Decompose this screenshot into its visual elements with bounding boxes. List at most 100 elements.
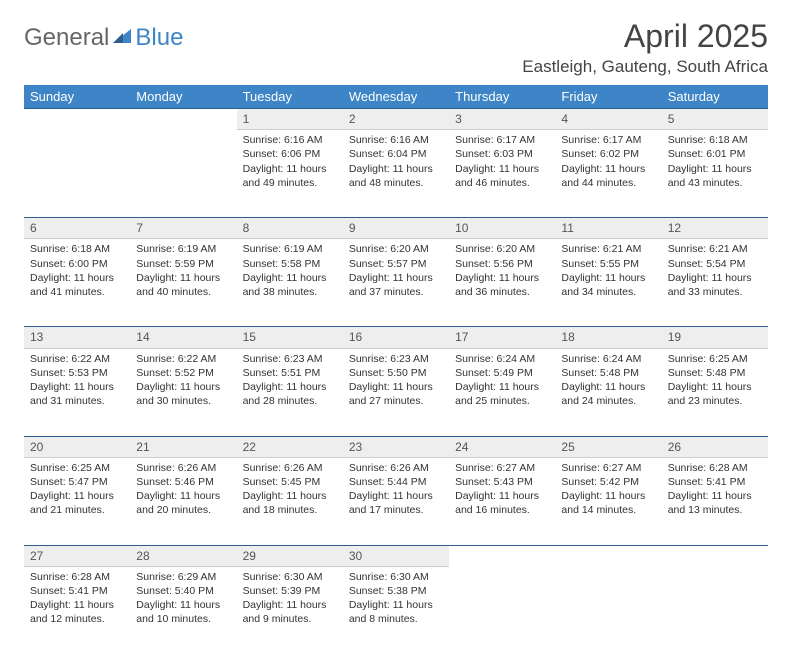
day-cell bbox=[130, 130, 236, 218]
day2-line: and 21 minutes. bbox=[30, 503, 124, 517]
sunrise-line: Sunrise: 6:29 AM bbox=[136, 570, 230, 584]
day-number: 26 bbox=[662, 436, 768, 457]
day2-line: and 17 minutes. bbox=[349, 503, 443, 517]
day-number: 11 bbox=[555, 218, 661, 239]
day2-line: and 10 minutes. bbox=[136, 612, 230, 626]
day2-line: and 49 minutes. bbox=[243, 176, 337, 190]
col-friday: Friday bbox=[555, 85, 661, 109]
day2-line: and 44 minutes. bbox=[561, 176, 655, 190]
sunset-line: Sunset: 5:56 PM bbox=[455, 257, 549, 271]
day-number bbox=[449, 545, 555, 566]
day1-line: Daylight: 11 hours bbox=[243, 271, 337, 285]
day1-line: Daylight: 11 hours bbox=[561, 162, 655, 176]
sunset-line: Sunset: 5:41 PM bbox=[30, 584, 124, 598]
day-number: 2 bbox=[343, 109, 449, 130]
day2-line: and 28 minutes. bbox=[243, 394, 337, 408]
day-number: 13 bbox=[24, 327, 130, 348]
day-cell bbox=[662, 566, 768, 654]
day-number: 30 bbox=[343, 545, 449, 566]
day-body-row: Sunrise: 6:22 AMSunset: 5:53 PMDaylight:… bbox=[24, 348, 768, 436]
day-cell: Sunrise: 6:24 AMSunset: 5:48 PMDaylight:… bbox=[555, 348, 661, 436]
col-sunday: Sunday bbox=[24, 85, 130, 109]
weekday-header-row: Sunday Monday Tuesday Wednesday Thursday… bbox=[24, 85, 768, 109]
day-number: 3 bbox=[449, 109, 555, 130]
sunset-line: Sunset: 5:52 PM bbox=[136, 366, 230, 380]
day-body-row: Sunrise: 6:16 AMSunset: 6:06 PMDaylight:… bbox=[24, 130, 768, 218]
day2-line: and 18 minutes. bbox=[243, 503, 337, 517]
col-wednesday: Wednesday bbox=[343, 85, 449, 109]
sunrise-line: Sunrise: 6:20 AM bbox=[455, 242, 549, 256]
day1-line: Daylight: 11 hours bbox=[668, 489, 762, 503]
calendar-table: Sunday Monday Tuesday Wednesday Thursday… bbox=[24, 85, 768, 654]
day2-line: and 46 minutes. bbox=[455, 176, 549, 190]
sunrise-line: Sunrise: 6:26 AM bbox=[136, 461, 230, 475]
day2-line: and 12 minutes. bbox=[30, 612, 124, 626]
day-number: 23 bbox=[343, 436, 449, 457]
sunrise-line: Sunrise: 6:20 AM bbox=[349, 242, 443, 256]
day-cell: Sunrise: 6:25 AMSunset: 5:48 PMDaylight:… bbox=[662, 348, 768, 436]
day1-line: Daylight: 11 hours bbox=[136, 489, 230, 503]
day1-line: Daylight: 11 hours bbox=[455, 162, 549, 176]
day-cell: Sunrise: 6:22 AMSunset: 5:53 PMDaylight:… bbox=[24, 348, 130, 436]
day1-line: Daylight: 11 hours bbox=[668, 162, 762, 176]
day1-line: Daylight: 11 hours bbox=[455, 380, 549, 394]
day-number: 10 bbox=[449, 218, 555, 239]
sunrise-line: Sunrise: 6:21 AM bbox=[561, 242, 655, 256]
day-number bbox=[662, 545, 768, 566]
sunrise-line: Sunrise: 6:28 AM bbox=[668, 461, 762, 475]
sunset-line: Sunset: 6:01 PM bbox=[668, 147, 762, 161]
sunrise-line: Sunrise: 6:21 AM bbox=[668, 242, 762, 256]
sunset-line: Sunset: 5:50 PM bbox=[349, 366, 443, 380]
day-number: 9 bbox=[343, 218, 449, 239]
day-cell: Sunrise: 6:17 AMSunset: 6:03 PMDaylight:… bbox=[449, 130, 555, 218]
sunrise-line: Sunrise: 6:23 AM bbox=[243, 352, 337, 366]
day-cell: Sunrise: 6:30 AMSunset: 5:38 PMDaylight:… bbox=[343, 566, 449, 654]
sail-icon bbox=[111, 24, 133, 52]
sunset-line: Sunset: 5:48 PM bbox=[668, 366, 762, 380]
day-cell: Sunrise: 6:26 AMSunset: 5:45 PMDaylight:… bbox=[237, 457, 343, 545]
day1-line: Daylight: 11 hours bbox=[136, 271, 230, 285]
day-number: 16 bbox=[343, 327, 449, 348]
sunset-line: Sunset: 6:04 PM bbox=[349, 147, 443, 161]
day1-line: Daylight: 11 hours bbox=[136, 598, 230, 612]
day-cell: Sunrise: 6:16 AMSunset: 6:06 PMDaylight:… bbox=[237, 130, 343, 218]
day1-line: Daylight: 11 hours bbox=[561, 489, 655, 503]
day2-line: and 14 minutes. bbox=[561, 503, 655, 517]
sunrise-line: Sunrise: 6:22 AM bbox=[30, 352, 124, 366]
day1-line: Daylight: 11 hours bbox=[455, 489, 549, 503]
day-cell: Sunrise: 6:23 AMSunset: 5:51 PMDaylight:… bbox=[237, 348, 343, 436]
sunrise-line: Sunrise: 6:18 AM bbox=[30, 242, 124, 256]
day-cell bbox=[24, 130, 130, 218]
sunset-line: Sunset: 5:41 PM bbox=[668, 475, 762, 489]
sunrise-line: Sunrise: 6:30 AM bbox=[243, 570, 337, 584]
day-cell: Sunrise: 6:23 AMSunset: 5:50 PMDaylight:… bbox=[343, 348, 449, 436]
day2-line: and 38 minutes. bbox=[243, 285, 337, 299]
day-number: 19 bbox=[662, 327, 768, 348]
sunrise-line: Sunrise: 6:16 AM bbox=[349, 133, 443, 147]
day-number: 7 bbox=[130, 218, 236, 239]
day1-line: Daylight: 11 hours bbox=[30, 380, 124, 394]
sunset-line: Sunset: 5:44 PM bbox=[349, 475, 443, 489]
day2-line: and 30 minutes. bbox=[136, 394, 230, 408]
brand-general: General bbox=[24, 24, 109, 52]
day-number: 1 bbox=[237, 109, 343, 130]
sunrise-line: Sunrise: 6:24 AM bbox=[561, 352, 655, 366]
day-number: 4 bbox=[555, 109, 661, 130]
brand-blue: Blue bbox=[135, 24, 183, 52]
sunset-line: Sunset: 5:59 PM bbox=[136, 257, 230, 271]
sunset-line: Sunset: 5:51 PM bbox=[243, 366, 337, 380]
day1-line: Daylight: 11 hours bbox=[30, 271, 124, 285]
sunset-line: Sunset: 6:02 PM bbox=[561, 147, 655, 161]
day-cell bbox=[449, 566, 555, 654]
sunset-line: Sunset: 5:53 PM bbox=[30, 366, 124, 380]
sunrise-line: Sunrise: 6:24 AM bbox=[455, 352, 549, 366]
day-number: 29 bbox=[237, 545, 343, 566]
day-number: 28 bbox=[130, 545, 236, 566]
day2-line: and 9 minutes. bbox=[243, 612, 337, 626]
sunset-line: Sunset: 5:55 PM bbox=[561, 257, 655, 271]
sunset-line: Sunset: 5:42 PM bbox=[561, 475, 655, 489]
day-number: 12 bbox=[662, 218, 768, 239]
day-cell bbox=[555, 566, 661, 654]
sunrise-line: Sunrise: 6:16 AM bbox=[243, 133, 337, 147]
daynum-row: 27282930 bbox=[24, 545, 768, 566]
